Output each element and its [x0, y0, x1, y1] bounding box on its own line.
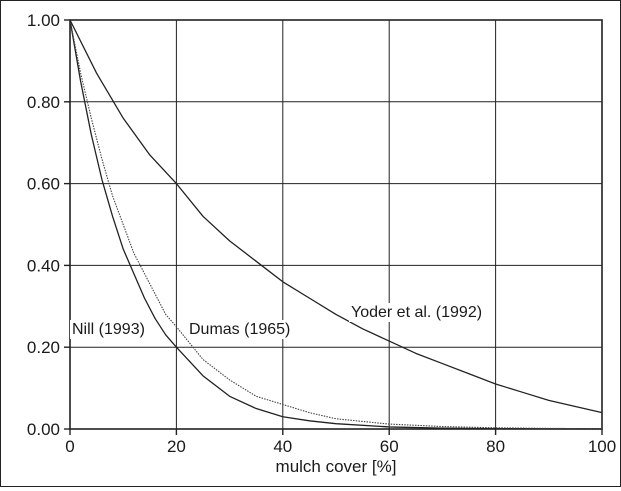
grid	[69, 19, 603, 430]
curves	[69, 19, 603, 430]
label-yoder-1992: Yoder et al. (1992)	[351, 304, 482, 321]
x-tick-label-2: 40	[273, 437, 292, 456]
curve-yoder-1992	[69, 19, 603, 414]
label-yoder-1992-group: Yoder et al. (1992)	[349, 303, 485, 322]
label-nill-1993-group: Nill (1993)	[70, 320, 147, 339]
y-tick-label-1: 0.20	[27, 338, 60, 357]
x-tick-label-3: 60	[380, 437, 399, 456]
label-nill-1993-bg	[70, 320, 147, 339]
x-tick-label-0: 0	[65, 437, 74, 456]
x-tick-label-1: 20	[167, 437, 186, 456]
label-dumas-1965: Dumas (1965)	[189, 321, 290, 338]
curve-nill-1993	[69, 19, 603, 430]
x-tick-label-4: 80	[486, 437, 505, 456]
y-tick-label-0: 0.00	[27, 420, 60, 439]
label-dumas-1965-group: Dumas (1965)	[187, 320, 293, 339]
y-tick-label-3: 0.60	[27, 175, 60, 194]
label-dumas-1965-bg	[187, 320, 293, 339]
y-tick-label-4: 0.80	[27, 93, 60, 112]
y-tick-label-5: 1.00	[27, 11, 60, 30]
y-tick-label-2: 0.40	[27, 256, 60, 275]
x-axis-title: mulch cover [%]	[276, 457, 397, 476]
curve-dumas-1965	[69, 19, 603, 430]
labels: Nill (1993) Dumas (1965) Yoder et al. (199…	[70, 303, 485, 339]
x-tick-label-5: 100	[588, 437, 616, 456]
label-yoder-1992-bg	[349, 303, 485, 322]
axes: 0 20 40 60 80 100 0.00 0.20 0.40 0.60 0.80 1.00	[27, 11, 616, 456]
plot-border	[69, 19, 603, 430]
label-nill-1993: Nill (1993)	[72, 321, 145, 338]
